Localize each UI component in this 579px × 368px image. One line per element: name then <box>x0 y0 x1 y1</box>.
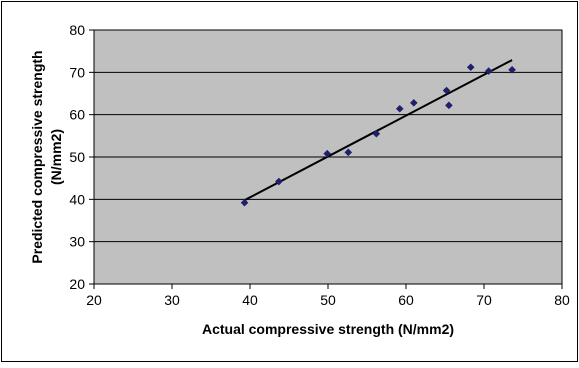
data-point <box>240 198 249 207</box>
data-points <box>240 63 516 207</box>
data-point <box>372 129 381 138</box>
x-tick-label: 20 <box>86 292 102 308</box>
x-tick-label: 30 <box>164 292 180 308</box>
y-axis-title-line2: (N/mm2) <box>48 129 64 185</box>
y-tick-label: 50 <box>69 149 85 165</box>
data-point <box>466 63 475 72</box>
data-point <box>410 99 418 107</box>
y-axis-ticks: 20 30 40 50 60 70 80 <box>69 22 94 292</box>
data-point <box>442 86 451 95</box>
y-tick-label: 80 <box>69 22 85 38</box>
x-tick-label: 50 <box>320 292 336 308</box>
x-tick-label: 60 <box>398 292 414 308</box>
x-axis-ticks: 20 30 40 50 60 70 80 <box>86 284 570 308</box>
trendline-layer <box>244 59 513 202</box>
x-axis-title: Actual compressive strength (N/mm2) <box>202 321 454 337</box>
y-tick-label: 20 <box>69 276 85 292</box>
y-axis-title: Predicted compressive strength (N/mm2) <box>29 50 64 263</box>
y-axis-title-line1: Predicted compressive strength <box>29 50 45 263</box>
data-point <box>323 149 332 158</box>
x-tick-label: 80 <box>554 292 570 308</box>
data-point <box>395 104 404 113</box>
data-point <box>344 148 353 157</box>
y-tick-label: 30 <box>69 234 85 250</box>
x-tick-label: 70 <box>476 292 492 308</box>
y-tick-label: 60 <box>69 107 85 123</box>
data-point <box>445 101 453 110</box>
y-tick-label: 70 <box>69 64 85 80</box>
x-tick-label: 40 <box>242 292 258 308</box>
y-tick-label: 40 <box>69 191 85 207</box>
data-point <box>275 177 283 186</box>
data-point <box>484 67 493 75</box>
trendline <box>244 59 513 202</box>
data-point <box>508 65 516 74</box>
